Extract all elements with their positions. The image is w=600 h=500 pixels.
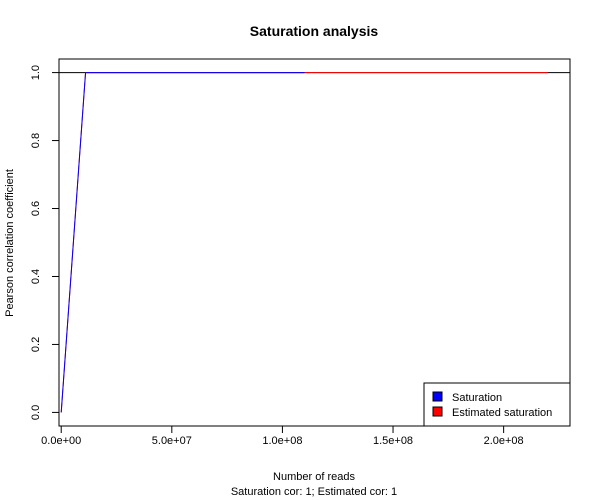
legend-label-estimated-saturation: Estimated saturation bbox=[452, 407, 552, 419]
chart-title: Saturation analysis bbox=[250, 23, 379, 39]
legend-label-saturation: Saturation bbox=[452, 392, 502, 404]
legend: Saturation Estimated saturation bbox=[423, 382, 571, 427]
chart-subtitle: Saturation cor: 1; Estimated cor: 1 bbox=[231, 486, 397, 498]
y-tick-label: 0.6 bbox=[30, 201, 42, 216]
y-axis-label: Pearson correlation coefficient bbox=[4, 169, 16, 317]
legend-box bbox=[423, 382, 571, 427]
x-axis-label: Number of reads bbox=[273, 471, 355, 483]
x-tick-label: 0.0e+00 bbox=[41, 435, 81, 447]
x-tick-label: 5.0e+07 bbox=[152, 435, 192, 447]
series-line-saturation bbox=[60, 72, 305, 413]
x-tick-label: 1.5e+08 bbox=[373, 435, 413, 447]
y-tick-label: 0.0 bbox=[30, 405, 42, 420]
y-tick-label: 0.4 bbox=[30, 269, 42, 284]
x-axis: 0.0e+00 5.0e+07 1.0e+08 1.5e+08 2.0e+08 bbox=[41, 425, 524, 447]
y-axis: 0.0 0.2 0.4 0.6 0.8 1.0 bbox=[30, 65, 60, 420]
plot-box bbox=[58, 58, 571, 427]
series-layer bbox=[60, 72, 548, 413]
x-tick-label: 2.0e+08 bbox=[484, 435, 524, 447]
y-tick-label: 0.8 bbox=[30, 133, 42, 148]
series-line-estimated-saturation bbox=[60, 72, 548, 413]
x-tick-label: 1.0e+08 bbox=[262, 435, 302, 447]
y-tick-label: 1.0 bbox=[30, 65, 42, 80]
legend-swatch-saturation bbox=[432, 391, 443, 402]
y-tick-label: 0.2 bbox=[30, 337, 42, 352]
legend-swatch-estimated-saturation bbox=[432, 406, 443, 417]
